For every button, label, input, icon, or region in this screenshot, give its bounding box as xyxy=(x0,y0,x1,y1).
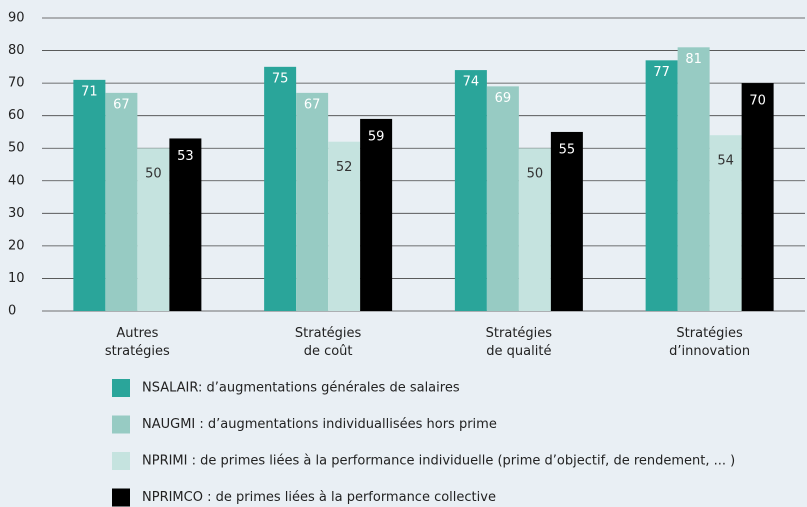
y-tick-label: 70 xyxy=(8,76,25,91)
value-label: 59 xyxy=(368,129,385,144)
bar xyxy=(264,66,297,311)
legend-label: NAUGMI : d’augmentations individuallisée… xyxy=(142,417,497,432)
legend-swatch xyxy=(112,415,130,434)
legend-swatch xyxy=(112,488,130,507)
legend-label: NSALAIR: d’augmentations générales de sa… xyxy=(142,381,460,396)
value-label: 75 xyxy=(272,71,289,86)
value-label: 67 xyxy=(304,97,321,112)
bar xyxy=(137,148,170,311)
value-label: 69 xyxy=(495,91,512,106)
bar xyxy=(677,47,710,312)
bar xyxy=(709,135,742,311)
x-tick-label: Stratégies de coût xyxy=(295,326,362,359)
y-tick-label: 90 xyxy=(8,11,25,26)
bar xyxy=(360,118,393,311)
y-tick-label: 10 xyxy=(8,271,25,286)
bar xyxy=(296,92,329,311)
legend-label: NPRIMI : de primes liées à la performanc… xyxy=(142,454,735,469)
value-label: 67 xyxy=(113,97,130,112)
legend-swatch xyxy=(112,452,130,470)
y-tick-label: 60 xyxy=(8,108,25,123)
y-tick-label: 0 xyxy=(8,304,16,319)
value-label: 54 xyxy=(717,154,734,169)
bar xyxy=(645,60,678,312)
value-label: 55 xyxy=(559,142,576,157)
x-tick-label: Autres stratégies xyxy=(105,326,170,359)
bar xyxy=(73,79,106,311)
value-label: 81 xyxy=(685,52,702,67)
legend-swatch xyxy=(112,379,130,397)
y-tick-label: 80 xyxy=(8,43,25,58)
legend-label: NPRIMCO : de primes liées à la performan… xyxy=(142,490,496,505)
value-label: 50 xyxy=(145,167,162,182)
x-tick-label: Stratégies de qualité xyxy=(486,326,553,359)
y-tick-label: 20 xyxy=(8,238,25,253)
bar xyxy=(741,83,774,311)
bar xyxy=(486,86,519,311)
value-label: 53 xyxy=(177,149,194,164)
x-tick-label: Stratégies d’innovation xyxy=(669,326,750,359)
value-label: 77 xyxy=(653,65,670,80)
y-tick-label: 30 xyxy=(8,206,25,221)
bar xyxy=(550,131,583,311)
value-label: 52 xyxy=(336,160,353,175)
bar xyxy=(518,148,551,311)
bar xyxy=(454,70,487,311)
bar xyxy=(105,92,138,311)
y-tick-label: 40 xyxy=(8,173,25,188)
value-label: 74 xyxy=(463,75,480,90)
y-tick-label: 50 xyxy=(8,141,25,156)
value-label: 50 xyxy=(527,167,544,182)
bar xyxy=(328,141,361,311)
bar xyxy=(169,138,202,311)
value-label: 71 xyxy=(81,84,98,99)
value-label: 70 xyxy=(749,94,766,109)
